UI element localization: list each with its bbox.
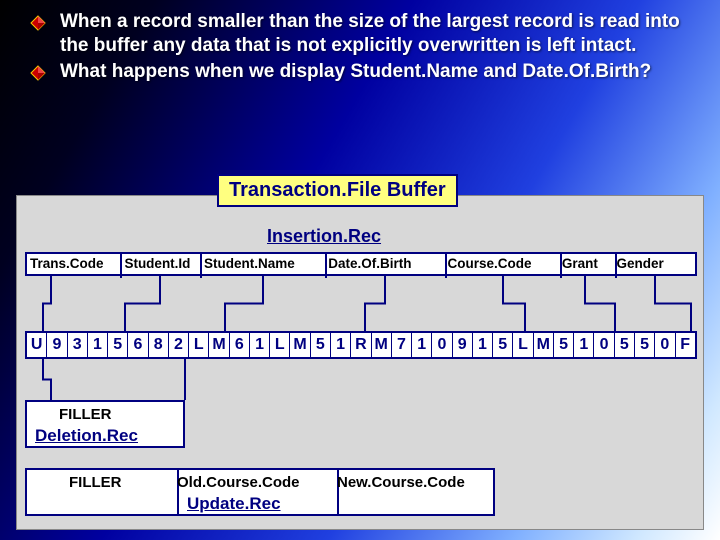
buffer-cell: 1: [88, 333, 108, 357]
insertion-field: Grant: [559, 254, 614, 274]
buffer-cell: 5: [108, 333, 128, 357]
diagram-panel: Transaction.File Buffer Insertion.Rec Tr…: [16, 195, 704, 530]
buffer-cell: 1: [574, 333, 594, 357]
buffer-cell: 1: [412, 333, 432, 357]
buffer-title: Transaction.File Buffer: [217, 174, 458, 207]
buffer-cell: 1: [331, 333, 351, 357]
buffer-cell: 5: [311, 333, 331, 357]
buffer-cell: 5: [615, 333, 635, 357]
update-rec-label: Update.Rec: [187, 494, 281, 514]
bullet-item: When a record smaller than the size of t…: [30, 10, 690, 58]
connector-line: [583, 276, 617, 331]
insertion-fields-bar: Trans.CodeStudent.IdStudent.NameDate.Of.…: [25, 252, 697, 276]
buffer-cell: M: [209, 333, 229, 357]
buffer-cell: 3: [68, 333, 88, 357]
buffer-cell: L: [270, 333, 290, 357]
deletion-rec-label: Deletion.Rec: [35, 426, 138, 446]
connector-line: [501, 276, 527, 331]
buffer-cell: F: [676, 333, 695, 357]
bullet-text: What happens when we display Student.Nam…: [60, 60, 651, 84]
insertion-field: Course.Code: [445, 254, 559, 274]
buffer-cell: 7: [392, 333, 412, 357]
buffer-cell: 1: [250, 333, 270, 357]
insertion-field: Student.Id: [121, 254, 201, 274]
connector-line: [41, 276, 53, 331]
buffer-row: U9315682LM61LM51RM710915LM510550F: [25, 331, 697, 359]
diamond-bullet-icon: [30, 15, 52, 31]
insertion-field: Gender: [614, 254, 696, 274]
connector-line: [41, 359, 53, 400]
buffer-cell: 1: [473, 333, 493, 357]
update-new-course-label: New.Course.Code: [337, 474, 465, 491]
buffer-cell: 0: [655, 333, 675, 357]
deletion-filler-label: FILLER: [59, 406, 112, 423]
buffer-cell: U: [27, 333, 47, 357]
update-old-course-label: Old.Course.Code: [177, 474, 300, 491]
buffer-cell: R: [351, 333, 371, 357]
buffer-cell: 5: [493, 333, 513, 357]
connector-line: [223, 276, 265, 331]
buffer-cell: 0: [432, 333, 452, 357]
buffer-cell: 5: [554, 333, 574, 357]
diamond-bullet-icon: [30, 65, 52, 81]
buffer-cell: 9: [47, 333, 67, 357]
buffer-cell: L: [513, 333, 533, 357]
connector-line: [123, 276, 162, 331]
buffer-cell: 9: [453, 333, 473, 357]
connector-line: [653, 276, 693, 331]
insertion-field: Student.Name: [201, 254, 325, 274]
buffer-cell: M: [534, 333, 554, 357]
buffer-cell: 6: [230, 333, 250, 357]
buffer-cell: 6: [128, 333, 148, 357]
buffer-cell: 2: [169, 333, 189, 357]
insertion-field: Date.Of.Birth: [325, 254, 444, 274]
insertion-rec-label: Insertion.Rec: [267, 226, 381, 247]
connector-line: [363, 276, 387, 331]
insertion-field: Trans.Code: [27, 254, 121, 274]
buffer-cell: 0: [594, 333, 614, 357]
bullet-item: What happens when we display Student.Nam…: [30, 60, 690, 84]
buffer-cell: 8: [149, 333, 169, 357]
bullet-text: When a record smaller than the size of t…: [60, 10, 690, 58]
buffer-cell: L: [189, 333, 209, 357]
update-filler-label: FILLER: [69, 474, 122, 491]
buffer-cell: M: [290, 333, 310, 357]
bullet-list: When a record smaller than the size of t…: [0, 0, 720, 89]
buffer-cell: M: [372, 333, 392, 357]
connector-line: [183, 359, 187, 400]
buffer-cell: 5: [635, 333, 655, 357]
